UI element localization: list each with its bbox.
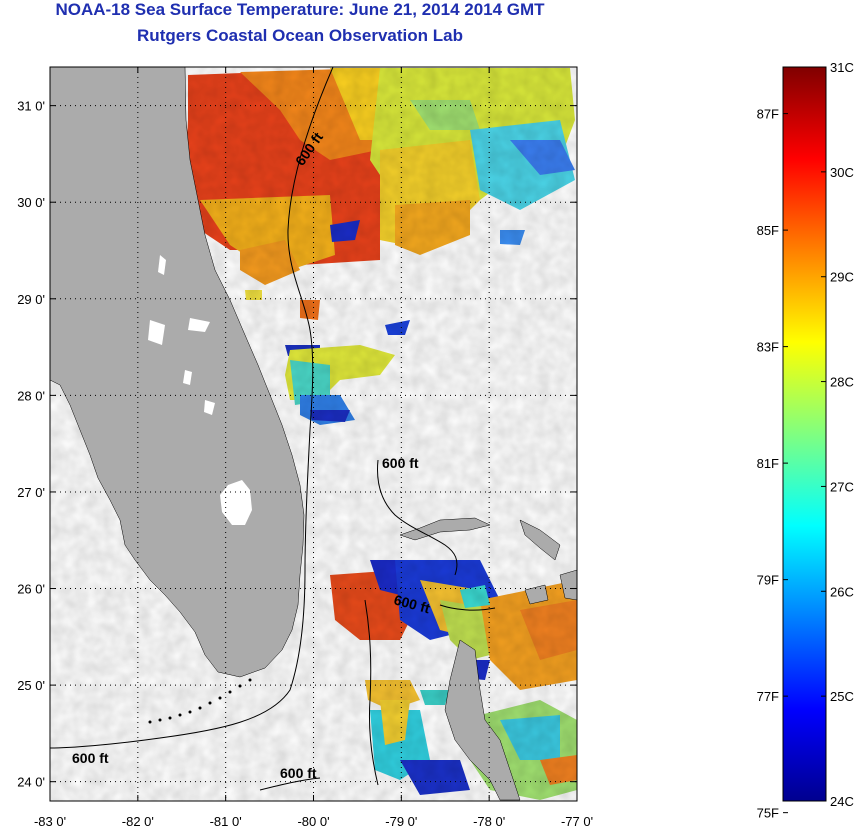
- celsius-tick-label: 28C: [830, 375, 854, 390]
- lat-tick-label: 31 0': [17, 99, 45, 114]
- lon-tick-label: -80 0': [297, 814, 329, 829]
- lon-tick-label: -77 0': [561, 814, 593, 829]
- lon-tick-label: -79 0': [385, 814, 417, 829]
- celsius-tick-label: 26C: [830, 584, 854, 599]
- celsius-tick-label: 29C: [830, 270, 854, 285]
- colorbar-gradient: [782, 66, 827, 802]
- celsius-tick-label: 24C: [830, 794, 854, 809]
- celsius-tick-label: 25C: [830, 689, 854, 704]
- celsius-tick-label: 27C: [830, 479, 854, 494]
- lat-tick-label: 24 0': [17, 775, 45, 790]
- fahrenheit-tick-label: 85F: [757, 223, 779, 238]
- map-title: NOAA-18 Sea Surface Temperature: June 21…: [55, 0, 545, 19]
- map-subtitle: Rutgers Coastal Ocean Observation Lab: [137, 26, 463, 45]
- contour-label: 600 ft: [382, 455, 419, 471]
- colorbar-ticks: 31C 30C 29C 28C 27C 26C 25C 24C 87F 85F 83F 81F 79F 7…: [757, 60, 854, 821]
- celsius-tick-label: 30C: [830, 165, 854, 180]
- lon-tick-label: -83 0': [34, 814, 66, 829]
- lat-tick-label: 27 0': [17, 485, 45, 500]
- lat-tick-label: 29 0': [17, 292, 45, 307]
- fahrenheit-tick-label: 77F: [757, 689, 779, 704]
- florida-keys: [148, 678, 252, 724]
- contour-label: 600 ft: [280, 765, 317, 781]
- contour-label: 600 ft: [72, 750, 109, 766]
- lat-tick-label: 25 0': [17, 678, 45, 693]
- interior-lakes: [148, 255, 252, 525]
- lon-tick-label: -82 0': [122, 814, 154, 829]
- lat-tick-label: 28 0': [17, 388, 45, 403]
- map-axis-ticks: 31 0' 30 0' 29 0' 28 0' 27 0' 26 0' 25 0' 24 0'…: [17, 67, 593, 829]
- fahrenheit-tick-label: 87F: [757, 107, 779, 122]
- depth-contours: [50, 67, 496, 791]
- lat-tick-label: 26 0': [17, 582, 45, 597]
- fahrenheit-tick-label: 75F: [757, 806, 779, 821]
- lon-tick-label: -81 0': [210, 814, 242, 829]
- fahrenheit-tick-label: 79F: [757, 573, 779, 588]
- fahrenheit-tick-label: 81F: [757, 456, 779, 471]
- celsius-tick-label: 31C: [830, 60, 854, 75]
- lon-tick-label: -78 0': [473, 814, 505, 829]
- bahamas-land: [399, 517, 577, 801]
- lat-tick-label: 30 0': [17, 195, 45, 210]
- fahrenheit-tick-label: 83F: [757, 340, 779, 355]
